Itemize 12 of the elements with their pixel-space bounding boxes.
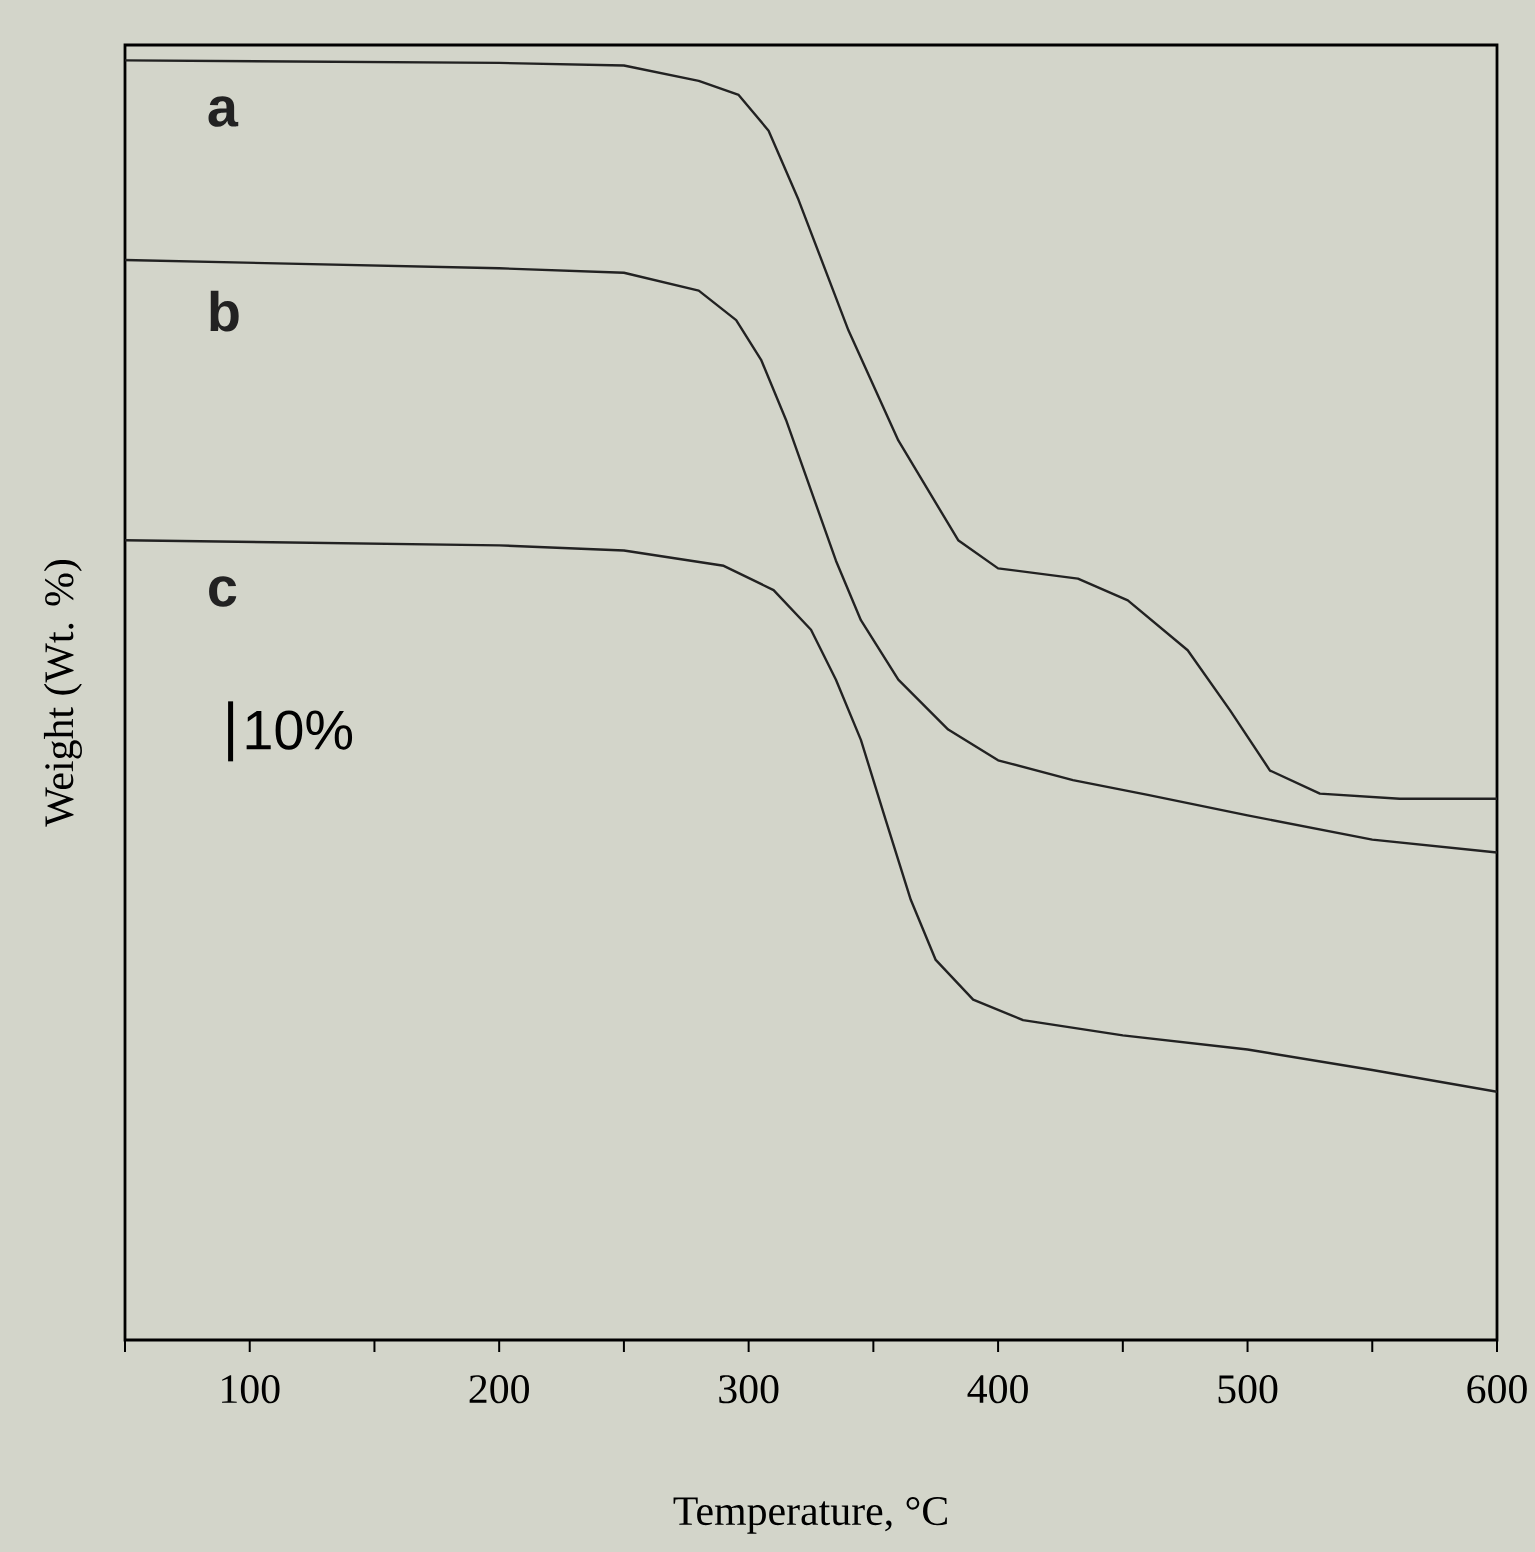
x-tick-label: 100 (222, 1375, 280, 1404)
x-tick-label: 300 (719, 1375, 779, 1404)
x-tick-label: 500 (1218, 1375, 1278, 1404)
series-label: c (209, 576, 237, 607)
y-axis-title: Weight (Wt. %) (43, 560, 82, 827)
x-axis-title: Temperature, °C (673, 1496, 947, 1534)
series-label: b (210, 290, 239, 332)
x-tick-label: 400 (967, 1375, 1028, 1404)
x-tick-label: 600 (1467, 1375, 1527, 1404)
x-tick-label: 200 (469, 1375, 529, 1404)
annotation: 10% (246, 710, 353, 750)
series-label: a (208, 96, 239, 127)
